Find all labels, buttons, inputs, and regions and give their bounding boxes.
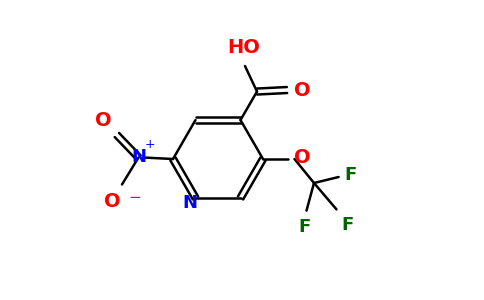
Text: F: F bbox=[341, 216, 353, 234]
Text: O: O bbox=[104, 192, 121, 211]
Text: N: N bbox=[131, 148, 146, 166]
Text: F: F bbox=[344, 167, 356, 184]
Text: O: O bbox=[95, 111, 111, 130]
Text: N: N bbox=[182, 194, 197, 212]
Text: F: F bbox=[298, 218, 310, 236]
Text: +: + bbox=[145, 138, 156, 151]
Text: O: O bbox=[294, 148, 311, 167]
Text: HO: HO bbox=[227, 38, 260, 57]
Text: −: − bbox=[129, 190, 141, 205]
Text: O: O bbox=[294, 80, 310, 100]
